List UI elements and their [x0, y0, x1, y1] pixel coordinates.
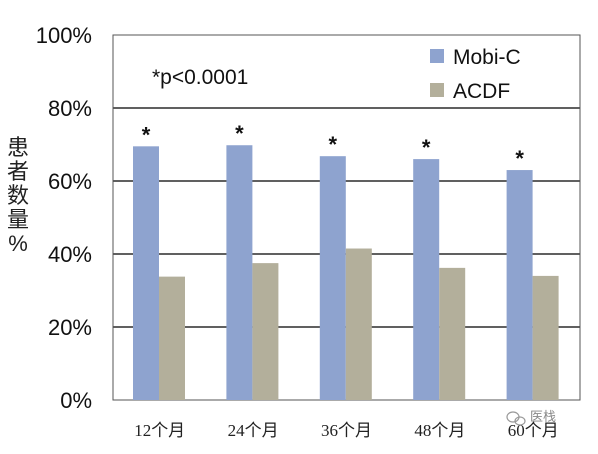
bar-acdf	[532, 275, 559, 400]
p-value-annotation: *p<0.0001	[152, 66, 248, 89]
legend: Mobi-C ACDF	[430, 46, 521, 103]
significance-star: *	[515, 146, 524, 171]
wechat-icon	[506, 411, 526, 426]
legend-label: Mobi-C	[453, 46, 521, 69]
significance-star: *	[329, 132, 338, 157]
significance-markers: * * * * *	[142, 121, 525, 171]
legend-swatch	[430, 83, 444, 97]
bar-mobi-c	[413, 159, 440, 400]
bar-acdf	[159, 276, 185, 400]
y-label-char: 者	[7, 159, 29, 184]
bar-mobi-c	[226, 145, 253, 400]
x-tick-label: 12个月	[134, 421, 185, 440]
x-tick-label: 24个月	[228, 421, 279, 440]
y-tick-label: 80%	[48, 96, 92, 121]
y-label-char: %	[8, 231, 28, 256]
x-tick-label: 60个月	[508, 421, 559, 440]
significance-star: *	[422, 135, 431, 160]
significance-star: *	[235, 121, 244, 146]
x-tick-label: 48个月	[414, 421, 465, 440]
bar-mobi-c	[506, 170, 533, 400]
legend-swatch	[430, 49, 444, 63]
bar-mobi-c	[133, 146, 159, 400]
y-tick-label: 100%	[36, 23, 92, 48]
y-tick-label: 20%	[48, 315, 92, 340]
legend-label: ACDF	[453, 80, 510, 103]
significance-star: *	[142, 122, 151, 147]
watermark-text: 医栈	[530, 409, 556, 424]
y-tick-label: 40%	[48, 242, 92, 267]
y-tick-label: 60%	[48, 169, 92, 194]
y-axis-ticks: 0% 20% 40% 60% 80% 100%	[36, 23, 92, 413]
x-tick-label: 36个月	[321, 421, 372, 440]
y-label-char: 量	[7, 207, 29, 232]
bars	[133, 145, 559, 400]
watermark: 医栈	[506, 409, 556, 426]
bar-acdf	[439, 267, 466, 400]
y-label-char: 患	[7, 135, 29, 160]
x-axis-ticks: 12个月 24个月 36个月 48个月 60个月	[134, 421, 559, 440]
bar-acdf	[252, 263, 279, 400]
bar-acdf	[345, 248, 372, 400]
bar-mobi-c	[319, 156, 346, 400]
y-label-char: 数	[7, 183, 29, 208]
y-tick-label: 0%	[60, 388, 92, 413]
